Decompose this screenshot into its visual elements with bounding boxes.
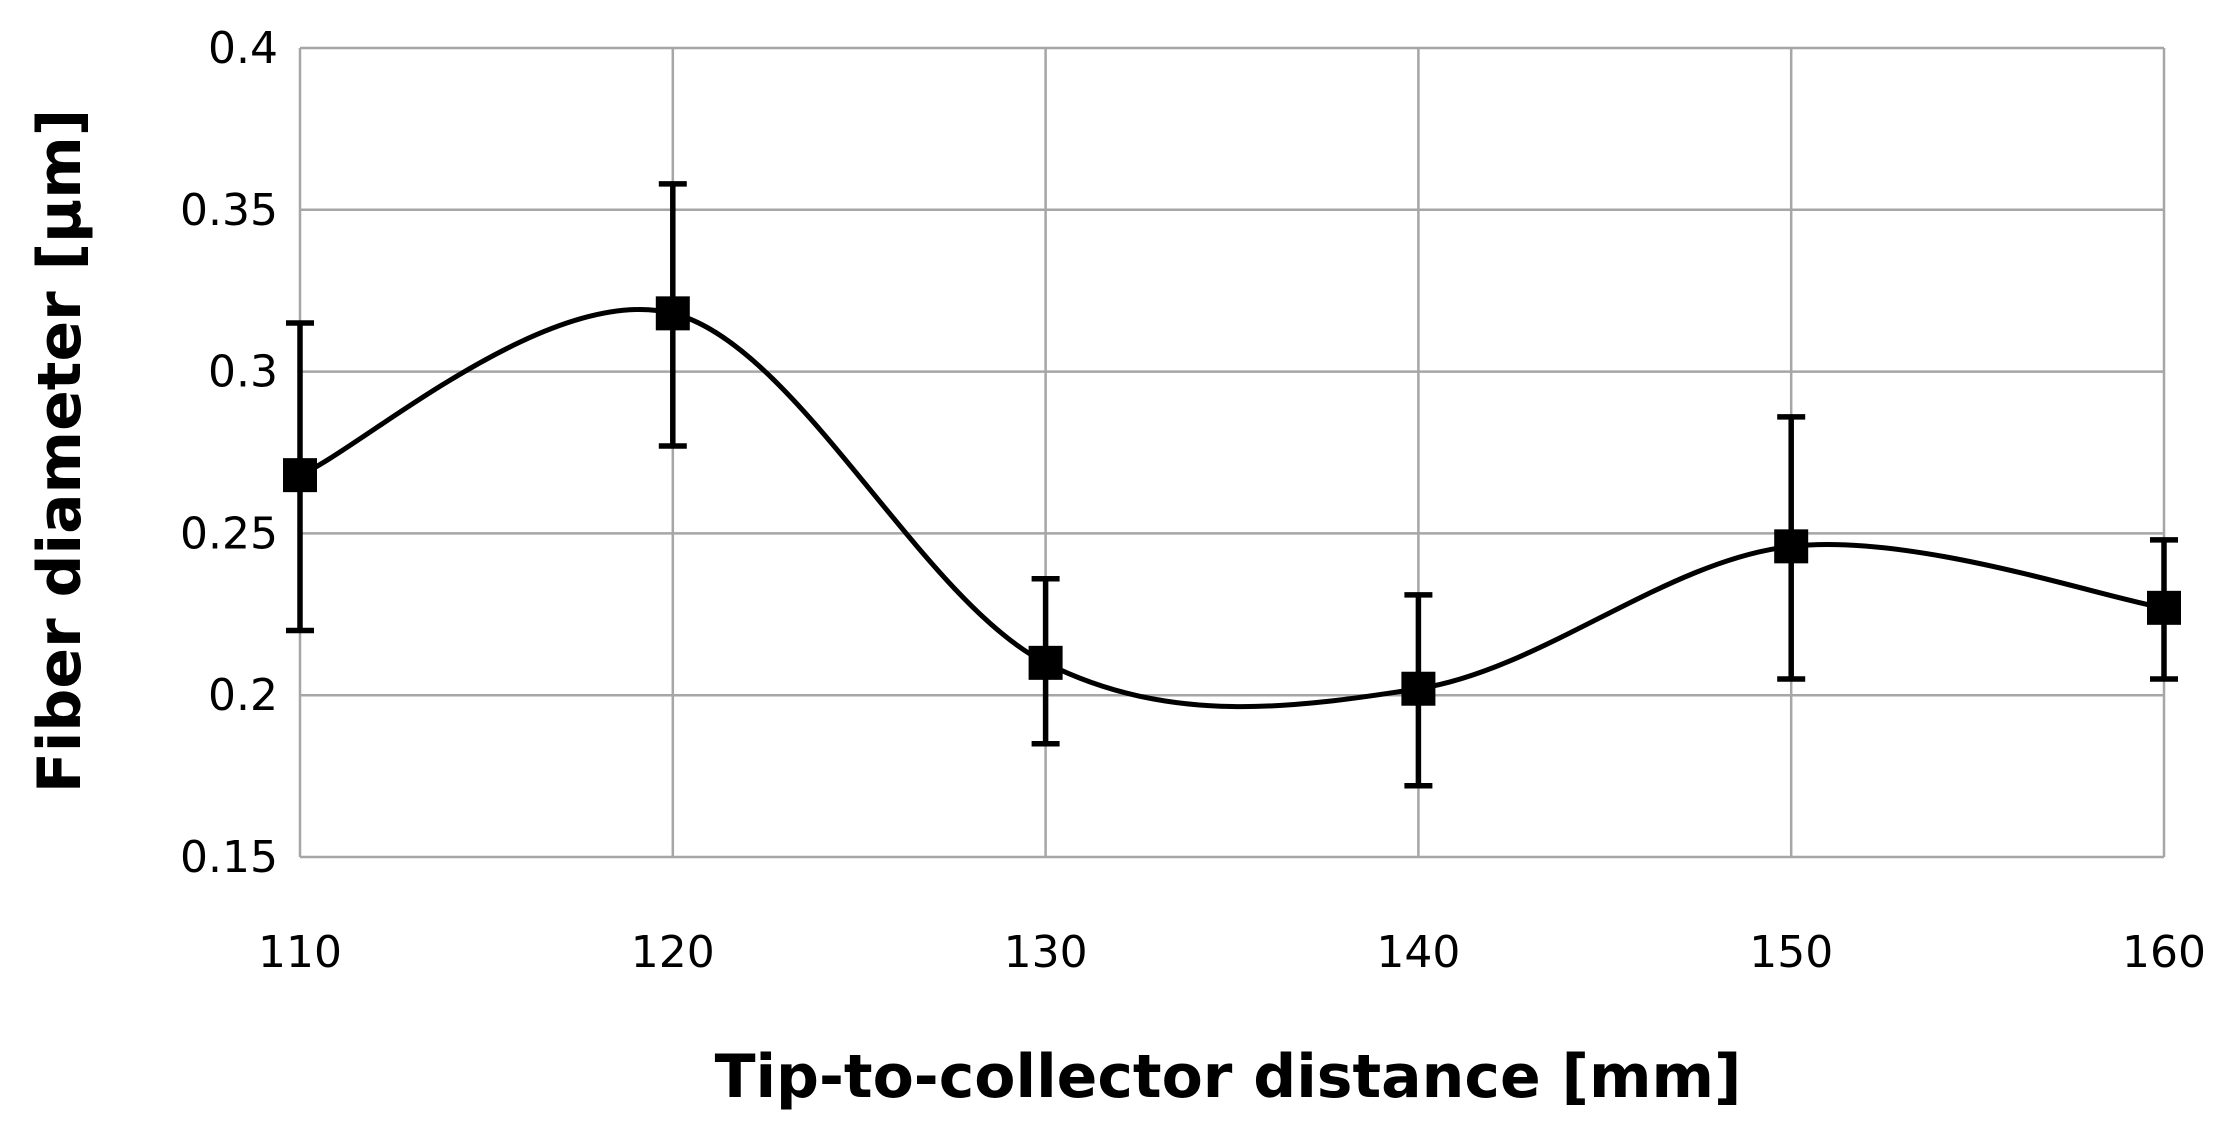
x-axis-title: Tip-to-collector distance [mm] [715, 1042, 1742, 1112]
grid [298, 46, 2166, 859]
y-tick-label: 0.25 [180, 508, 278, 559]
data-markers [283, 296, 2181, 706]
x-tick-label: 140 [1376, 927, 1460, 978]
y-tick-label: 0.15 [180, 832, 278, 883]
y-tick-label: 0.3 [208, 347, 278, 398]
y-axis-title: Fiber diameter [µm] [25, 109, 95, 793]
y-tick-labels: 0.15 0.2 0.25 0.3 0.35 0.4 [180, 23, 278, 883]
data-point-marker [655, 296, 690, 331]
series-line [299, 306, 2165, 710]
x-tick-label: 160 [2122, 927, 2206, 978]
x-tick-label: 110 [258, 927, 342, 978]
y-tick-label: 0.35 [180, 185, 278, 236]
x-tick-label: 130 [1004, 927, 1088, 978]
data-point-marker [1774, 529, 1809, 564]
x-tick-labels: 110 120 130 140 150 160 [258, 927, 2206, 978]
y-tick-label: 0.2 [208, 670, 278, 721]
x-tick-label: 150 [1749, 927, 1833, 978]
y-tick-label: 0.4 [208, 23, 278, 74]
data-point-marker [1401, 671, 1436, 706]
x-tick-label: 120 [631, 927, 715, 978]
data-point-marker [283, 458, 317, 493]
series-curve [299, 306, 2165, 710]
data-point-marker [1028, 645, 1063, 680]
data-point-marker [2147, 590, 2181, 625]
